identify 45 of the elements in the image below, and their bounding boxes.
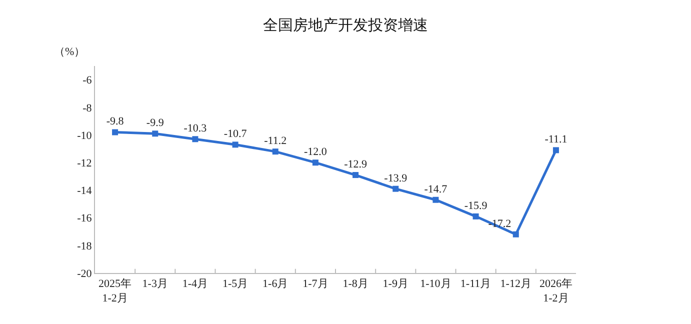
x-tick-label: 1-8月 xyxy=(342,278,368,290)
y-tick-label: -10 xyxy=(77,130,92,142)
y-tick-label: -14 xyxy=(77,185,92,198)
x-tick-label: 1-5月 xyxy=(222,278,248,290)
point xyxy=(112,129,118,136)
chart-title: 全国房地产开发投资增速 xyxy=(263,16,428,34)
x-tick-label: 1-3月 xyxy=(142,278,168,290)
point xyxy=(272,148,278,155)
point xyxy=(312,160,318,166)
x-tick-label: 1-4月 xyxy=(182,278,208,290)
y-axis-title: （%） xyxy=(54,46,86,58)
data-label: -11.1 xyxy=(544,134,568,146)
point xyxy=(352,172,359,178)
data-label: -11.2 xyxy=(264,135,287,148)
point xyxy=(232,142,238,148)
y-tick-label: -8 xyxy=(82,102,92,114)
y-tick-label: -12 xyxy=(77,157,92,170)
x-tick-label: 1-10月 xyxy=(420,278,452,290)
y-tick-label: -16 xyxy=(77,212,92,225)
data-label: -9.9 xyxy=(146,117,164,130)
y-tick-label: -18 xyxy=(77,240,92,252)
data-label: -12.0 xyxy=(304,146,328,158)
y-tick-label: -20 xyxy=(77,268,92,280)
x-tick-label: 2025年 1-2月 xyxy=(98,278,132,304)
point xyxy=(512,231,519,238)
x-tick-label: 1-7月 xyxy=(302,278,328,290)
x-tick-label: 1-11月 xyxy=(460,278,492,290)
point xyxy=(552,147,559,154)
data-label: -9.8 xyxy=(106,116,124,128)
point xyxy=(392,186,399,192)
data-label: -15.9 xyxy=(464,200,488,212)
point xyxy=(192,136,198,142)
data-label: -14.7 xyxy=(424,183,448,196)
data-label: -12.9 xyxy=(344,158,368,171)
x-tick-label: 2026年 1-2月 xyxy=(539,278,572,304)
data-label: -10.7 xyxy=(224,128,248,140)
data-label: -13.9 xyxy=(384,172,408,184)
point xyxy=(432,196,439,203)
x-tick-label: 1-6月 xyxy=(262,278,288,290)
x-tick-label: 1-9月 xyxy=(382,278,408,290)
y-tick-label: -6 xyxy=(82,74,92,87)
point xyxy=(152,130,158,137)
x-tick-label: 1-12月 xyxy=(500,278,532,290)
data-label: -10.3 xyxy=(184,122,208,135)
point xyxy=(472,213,479,220)
